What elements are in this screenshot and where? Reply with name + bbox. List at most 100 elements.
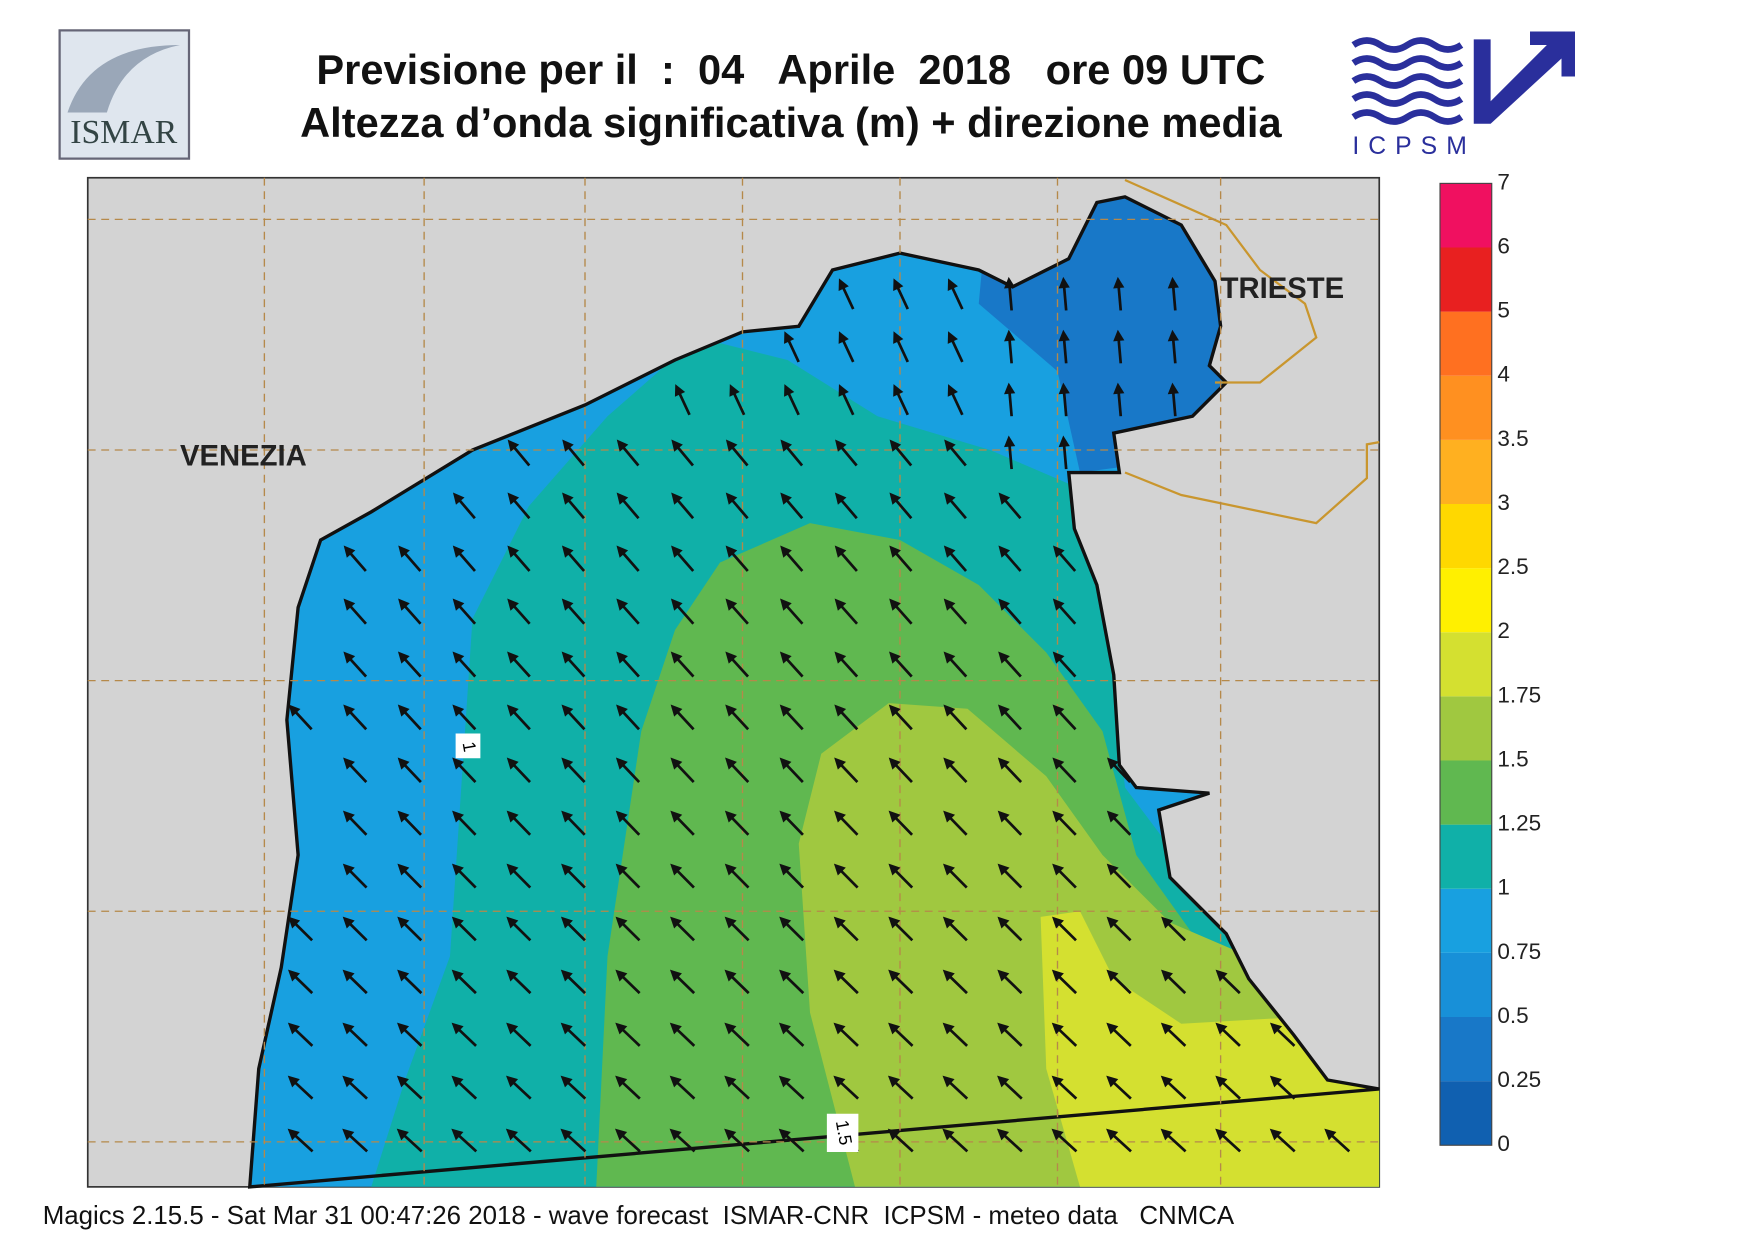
arrow-head xyxy=(1113,329,1125,342)
arrow xyxy=(889,651,913,678)
arrow xyxy=(397,916,423,942)
arrow-head xyxy=(1160,1128,1173,1141)
arrow-head xyxy=(998,704,1010,717)
arrow xyxy=(998,651,1022,678)
arrow-head xyxy=(1167,382,1179,395)
arrow xyxy=(1167,276,1179,311)
arrow-head xyxy=(889,651,901,664)
subtitle: Altezza d’onda significativa (m) + direz… xyxy=(300,99,1282,146)
arrow-head xyxy=(779,916,792,929)
arrow-head xyxy=(889,439,902,452)
arrow-head xyxy=(506,916,519,929)
arrow-head xyxy=(670,810,683,823)
arrow xyxy=(616,545,640,572)
arrow-head xyxy=(1161,969,1174,982)
arrow xyxy=(397,1022,423,1047)
arrow-head xyxy=(1106,1075,1119,1088)
arrow xyxy=(451,1128,478,1153)
arrow xyxy=(779,810,804,836)
border xyxy=(1124,178,1380,525)
arrow-head xyxy=(1106,916,1119,929)
arrow-head xyxy=(506,863,519,876)
arrow-head xyxy=(1167,276,1179,289)
arrow xyxy=(670,810,695,836)
arrow-head xyxy=(997,969,1010,982)
arrow xyxy=(887,1075,914,1100)
arrow xyxy=(560,969,586,995)
arrow xyxy=(998,545,1022,572)
arrow-head xyxy=(942,969,955,982)
arrow-head xyxy=(669,1022,682,1035)
arrow xyxy=(288,916,314,942)
arrow xyxy=(342,916,368,942)
arrow-head xyxy=(287,1022,300,1035)
arrow-head xyxy=(724,916,737,929)
arrow xyxy=(784,331,800,363)
city-label: VENEZIA xyxy=(180,441,307,473)
arrow-head xyxy=(998,545,1011,558)
arrow xyxy=(343,704,368,731)
arrow xyxy=(1004,276,1016,311)
arrow-head xyxy=(669,969,682,982)
arrow xyxy=(997,969,1023,995)
arrow xyxy=(615,757,641,783)
arrow xyxy=(779,757,804,783)
arrow-head xyxy=(343,651,356,664)
arrow xyxy=(887,1128,914,1153)
arrow xyxy=(834,757,859,783)
arrow xyxy=(451,1022,477,1047)
arrow xyxy=(943,863,968,889)
arrow xyxy=(288,969,314,995)
arrow xyxy=(669,969,696,995)
arrow-head xyxy=(1051,1022,1064,1035)
legend-swatch xyxy=(1440,696,1492,761)
city-label: TRIESTE xyxy=(1221,273,1345,305)
arrow xyxy=(834,704,859,731)
arrow-head xyxy=(342,810,355,823)
arrow-head xyxy=(889,492,902,505)
arrow xyxy=(1051,1022,1078,1047)
contour-value: 1 xyxy=(459,740,480,753)
arrow-head xyxy=(397,863,410,876)
arrow xyxy=(397,757,422,783)
arrow-head xyxy=(451,1128,464,1141)
arrow-head xyxy=(506,704,519,717)
arrow xyxy=(725,704,750,731)
arrow-head xyxy=(561,704,574,717)
arrow xyxy=(398,545,422,572)
arrow xyxy=(947,278,964,310)
arrow xyxy=(451,969,477,995)
arrow-head xyxy=(669,1128,682,1141)
arrow-head xyxy=(669,1075,682,1088)
arrow-head xyxy=(507,439,520,452)
arrow-head xyxy=(1051,969,1064,982)
arrow xyxy=(943,810,968,836)
arrow xyxy=(669,1075,696,1100)
arrow-head xyxy=(888,863,901,876)
legend-swatch xyxy=(1440,568,1492,633)
arrow-head xyxy=(838,331,849,344)
arrow xyxy=(451,916,477,942)
legend-swatch xyxy=(1440,375,1492,440)
arrow xyxy=(452,810,477,836)
arrow-head xyxy=(943,810,956,823)
arrow-head xyxy=(778,1075,791,1088)
arrow xyxy=(396,1128,423,1153)
arrow-head xyxy=(1160,1022,1173,1035)
contour-label: 1 xyxy=(455,733,481,759)
arrow-head xyxy=(1113,382,1125,395)
arrow xyxy=(889,439,913,467)
arrow xyxy=(1052,598,1077,625)
arrow-head xyxy=(670,651,683,664)
legend-swatch xyxy=(1440,632,1492,697)
arrow xyxy=(616,439,640,467)
arrow xyxy=(288,704,313,731)
arrow xyxy=(889,598,913,625)
arrow-head xyxy=(616,704,628,717)
arrow xyxy=(997,1075,1023,1100)
arrow xyxy=(507,439,531,467)
arrow-head xyxy=(834,757,847,770)
arrow-head xyxy=(1215,969,1228,982)
arrow xyxy=(506,1022,532,1047)
arrow-head xyxy=(998,651,1010,664)
